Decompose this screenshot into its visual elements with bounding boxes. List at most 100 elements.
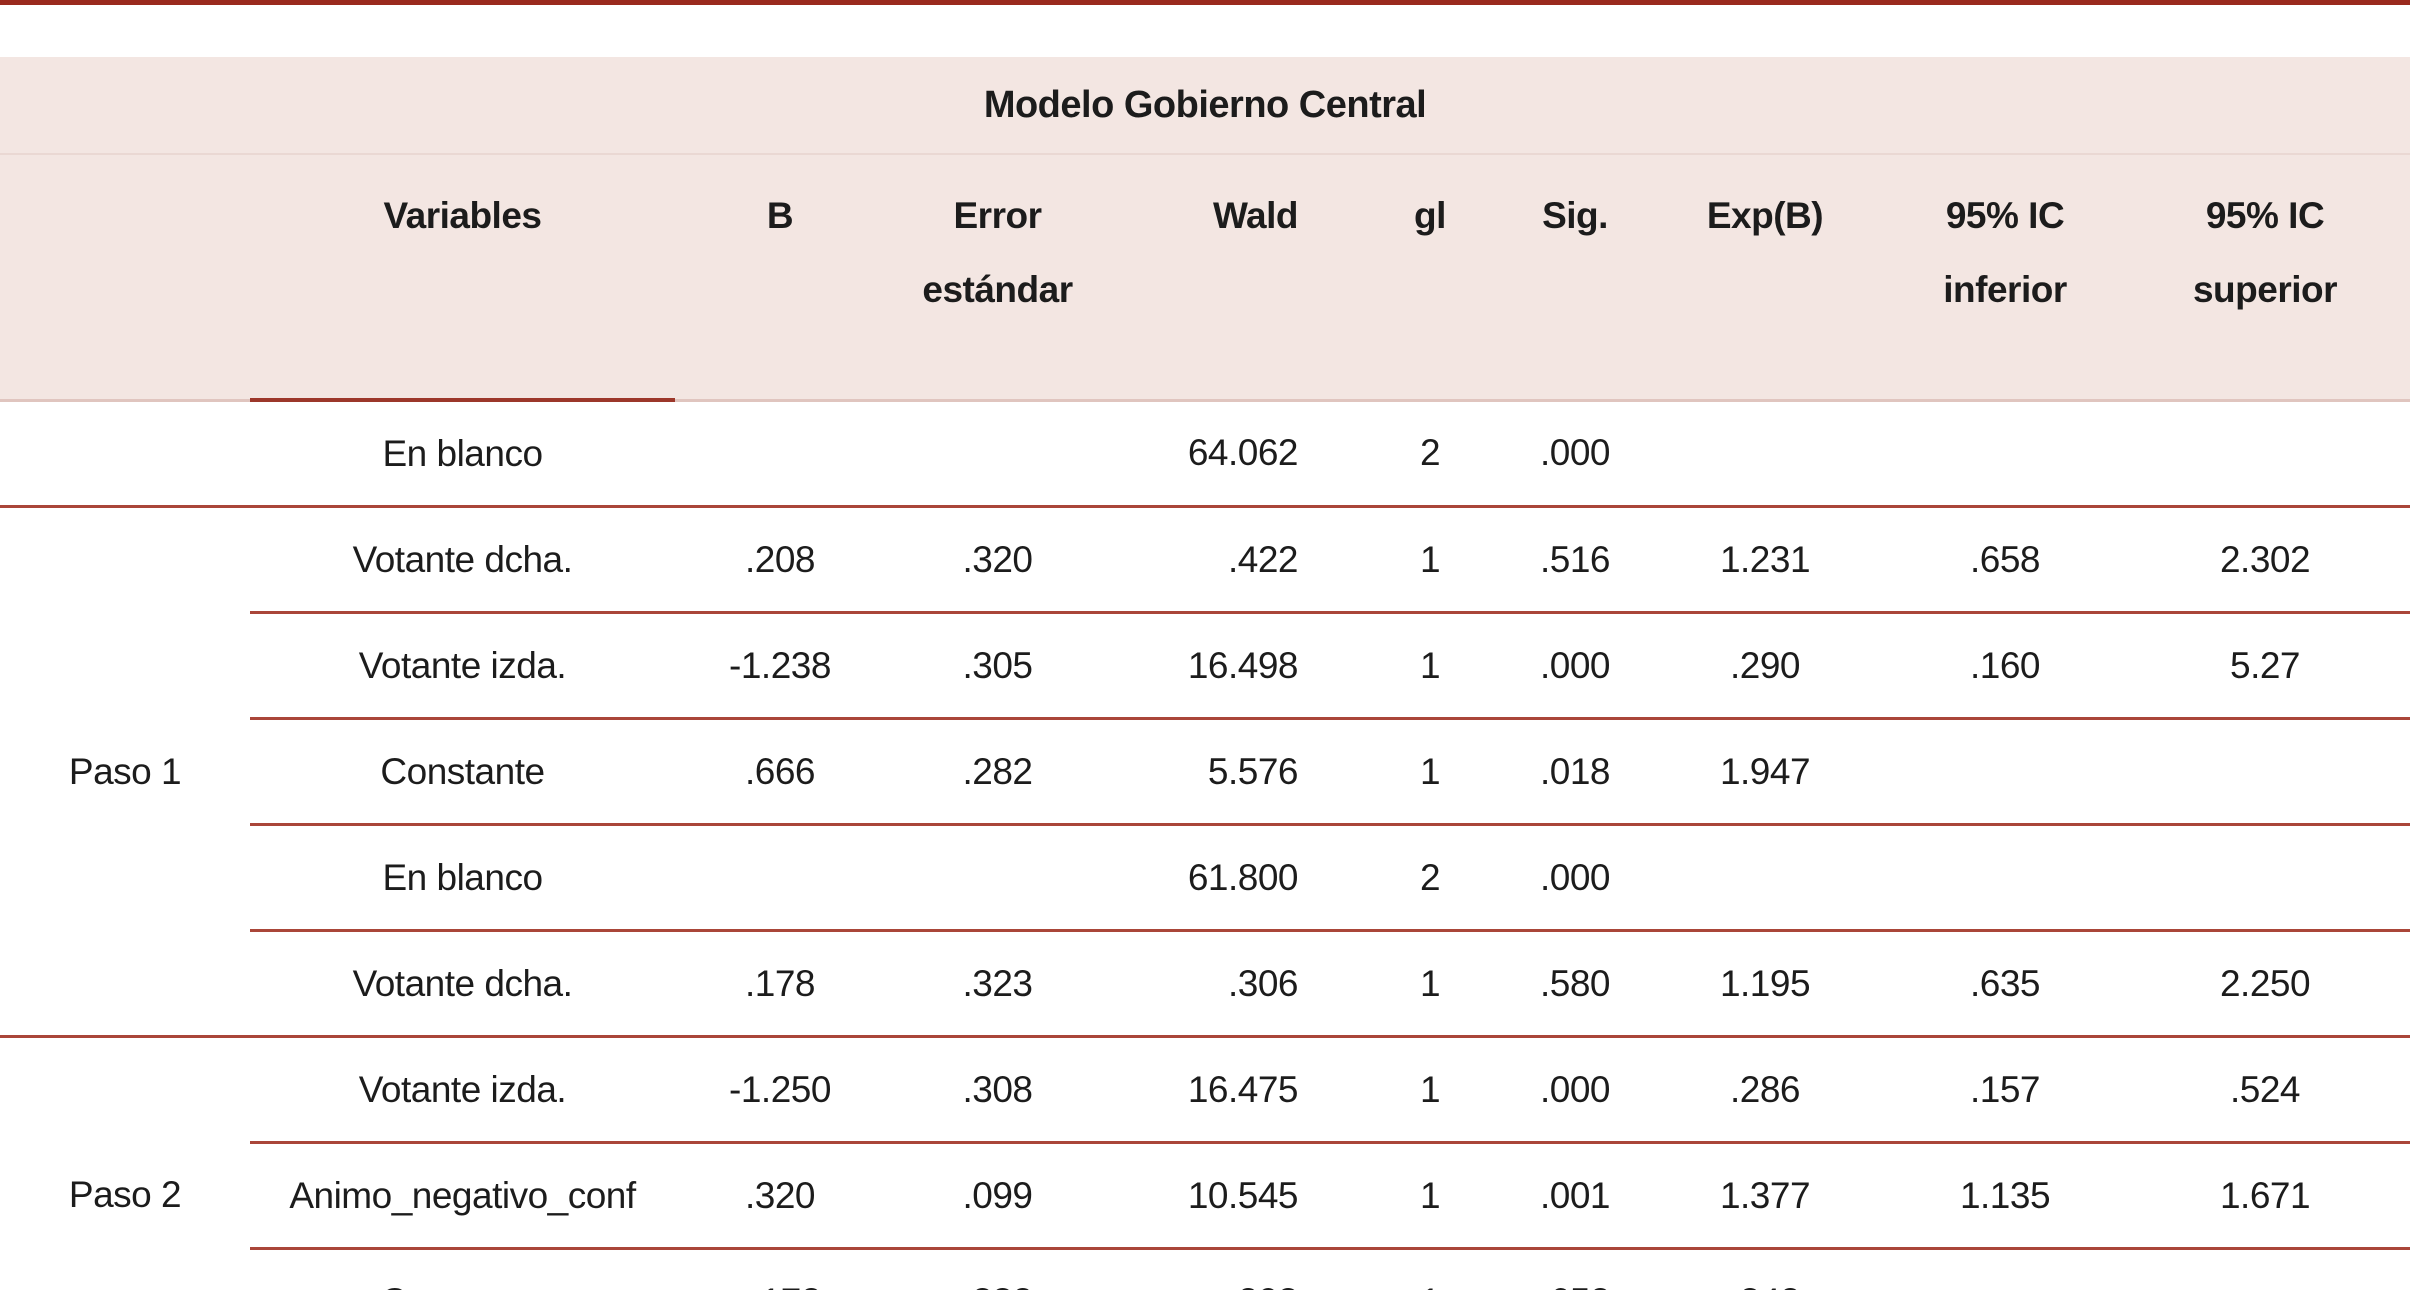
cell-wald: 61.800 bbox=[1110, 824, 1350, 932]
cell-variable: Votante izda. bbox=[250, 612, 675, 720]
cell-gl: 1 bbox=[1350, 1248, 1510, 1290]
cell-ic-superior: 2.302 bbox=[2120, 506, 2410, 614]
cell-variable: Animo_negativo_conf bbox=[250, 1142, 675, 1250]
table-row: En blanco 64.062 2 .000 bbox=[0, 400, 2410, 508]
cell-wald: 10.545 bbox=[1110, 1142, 1350, 1250]
cell-wald: 5.576 bbox=[1110, 718, 1350, 826]
cell-se: .282 bbox=[885, 718, 1110, 826]
cell-gl: 1 bbox=[1350, 930, 1510, 1038]
cell-b bbox=[675, 824, 885, 932]
cell-ic-inferior: 1.135 bbox=[1890, 1142, 2120, 1250]
cell-gl: 1 bbox=[1350, 612, 1510, 720]
cell-gl: 1 bbox=[1350, 1036, 1510, 1144]
cell-gl: 1 bbox=[1350, 718, 1510, 826]
cell-expb: .842 bbox=[1640, 1248, 1890, 1290]
cell-ic-superior bbox=[2120, 1248, 2410, 1290]
cell-ic-superior bbox=[2120, 400, 2410, 508]
cell-ic-inferior bbox=[1890, 824, 2120, 932]
cell-wald: 16.498 bbox=[1110, 612, 1350, 720]
table-row: Animo_negativo_conf .320 .099 10.545 1 .… bbox=[0, 1142, 2410, 1250]
cell-wald: 64.062 bbox=[1110, 400, 1350, 508]
cell-se: .305 bbox=[885, 612, 1110, 720]
cell-sig: .001 bbox=[1510, 1142, 1640, 1250]
cell-variable: En blanco bbox=[250, 400, 675, 508]
cell-gl: 2 bbox=[1350, 824, 1510, 932]
cell-se: .308 bbox=[885, 1036, 1110, 1144]
title-row: Modelo Gobierno Central bbox=[0, 57, 2410, 155]
cell-expb: 1.231 bbox=[1640, 506, 1890, 614]
cell-sig: .580 bbox=[1510, 930, 1640, 1038]
cell-b: -1.250 bbox=[675, 1036, 885, 1144]
cell-variable: Constante bbox=[250, 718, 675, 826]
col-header-ic-inferior-line1: 95% IC bbox=[1945, 195, 2065, 236]
cell-expb bbox=[1640, 400, 1890, 508]
cell-se: .323 bbox=[885, 930, 1110, 1038]
table-row: Votante izda. -1.238 .305 16.498 1 .000 … bbox=[0, 612, 2410, 720]
column-header-row: Variables B Error estándar Wald gl Sig. … bbox=[0, 154, 2410, 402]
col-header-ic-inferior: 95% IC inferior bbox=[1890, 154, 2120, 402]
cell-wald: .422 bbox=[1110, 506, 1350, 614]
cell-b: .178 bbox=[675, 930, 885, 1038]
cell-variable: Votante izda. bbox=[250, 1036, 675, 1144]
cell-expb bbox=[1640, 824, 1890, 932]
cell-ic-inferior: .635 bbox=[1890, 930, 2120, 1038]
col-header-error-estandar: Error estándar bbox=[885, 154, 1110, 402]
col-header-variables: Variables bbox=[250, 154, 675, 402]
cell-expb: .286 bbox=[1640, 1036, 1890, 1144]
cell-se: .320 bbox=[885, 506, 1110, 614]
row-group-label-paso-1: Paso 1 bbox=[0, 506, 250, 1038]
regression-results-table: Modelo Gobierno Central Variables B Erro… bbox=[0, 57, 2410, 1290]
cell-gl: 1 bbox=[1350, 506, 1510, 614]
cell-variable: Constante bbox=[250, 1248, 675, 1290]
col-header-gl: gl bbox=[1350, 154, 1510, 402]
cell-gl: 1 bbox=[1350, 1142, 1510, 1250]
col-header-error-line1: Error bbox=[953, 195, 1042, 236]
col-header-ic-superior-line2: superior bbox=[2192, 269, 2338, 310]
cell-ic-inferior: .160 bbox=[1890, 612, 2120, 720]
cell-b: -1.238 bbox=[675, 612, 885, 720]
table-top-frame-rule bbox=[0, 0, 2410, 5]
cell-b: -.172 bbox=[675, 1248, 885, 1290]
cell-ic-inferior bbox=[1890, 400, 2120, 508]
cell-variable: En blanco bbox=[250, 824, 675, 932]
cell-ic-superior: 5.27 bbox=[2120, 612, 2410, 720]
cell-sig: .000 bbox=[1510, 1036, 1640, 1144]
cell-ic-superior: 1.671 bbox=[2120, 1142, 2410, 1250]
cell-sig: .000 bbox=[1510, 612, 1640, 720]
cell-se: .099 bbox=[885, 1142, 1110, 1250]
table-row: Constante .666 .282 5.576 1 .018 1.947 bbox=[0, 718, 2410, 826]
top-whitespace bbox=[0, 5, 2410, 57]
col-header-ic-superior: 95% IC superior bbox=[2120, 154, 2410, 402]
cell-ic-inferior: .658 bbox=[1890, 506, 2120, 614]
cell-sig: .000 bbox=[1510, 824, 1640, 932]
table-row: Paso 2 Votante izda. -1.250 .308 16.475 … bbox=[0, 1036, 2410, 1290]
table-title: Modelo Gobierno Central bbox=[0, 57, 2410, 155]
cell-sig: .000 bbox=[1510, 400, 1640, 508]
cell-ic-superior bbox=[2120, 718, 2410, 826]
cell-ic-inferior bbox=[1890, 1248, 2120, 1290]
cell-wald: .306 bbox=[1110, 930, 1350, 1038]
cell-b: .666 bbox=[675, 718, 885, 826]
cell-sig: .516 bbox=[1510, 506, 1640, 614]
cell-variable: Votante dcha. bbox=[250, 506, 675, 614]
cell-wald: 16.475 bbox=[1110, 1036, 1350, 1144]
cell-se bbox=[885, 400, 1110, 508]
cell-sig: .652 bbox=[1510, 1248, 1640, 1290]
cell-b: .320 bbox=[675, 1142, 885, 1250]
cell-expb: .290 bbox=[1640, 612, 1890, 720]
col-header-error-line2: estándar bbox=[922, 269, 1073, 310]
cell-ic-superior: 2.250 bbox=[2120, 930, 2410, 1038]
cell-expb: 1.947 bbox=[1640, 718, 1890, 826]
cell-se: .382 bbox=[885, 1248, 1110, 1290]
cell-sig: .018 bbox=[1510, 718, 1640, 826]
row-group-label-blank bbox=[0, 400, 250, 508]
table-row: Constante -.172 .382 .203 1 .652 .842 bbox=[0, 1248, 2410, 1290]
cell-ic-inferior bbox=[1890, 718, 2120, 826]
col-header-wald: Wald bbox=[1110, 154, 1350, 402]
col-header-paso bbox=[0, 154, 250, 402]
col-header-expb: Exp(B) bbox=[1640, 154, 1890, 402]
cell-b bbox=[675, 400, 885, 508]
cell-ic-superior bbox=[2120, 824, 2410, 932]
cell-ic-superior: .524 bbox=[2120, 1036, 2410, 1144]
cell-wald: .203 bbox=[1110, 1248, 1350, 1290]
